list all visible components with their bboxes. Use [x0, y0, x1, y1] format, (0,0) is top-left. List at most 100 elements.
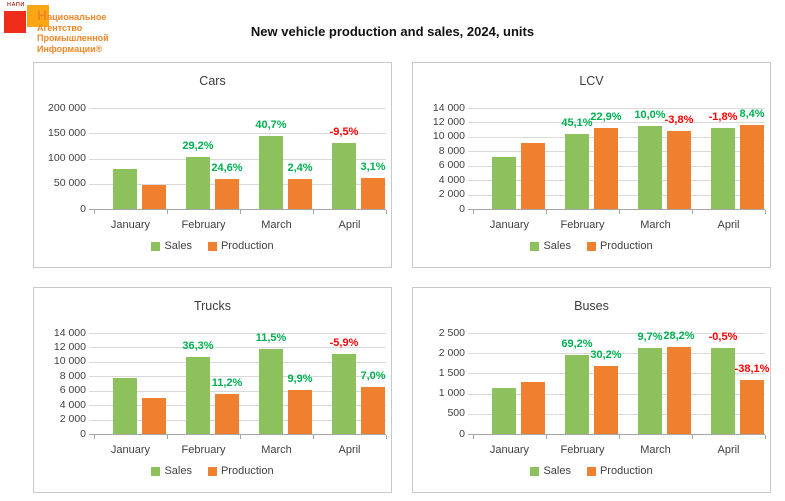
bar-production-january: [142, 398, 166, 434]
pct-label-production-february: 24,6%: [211, 162, 243, 174]
y-axis-label: 1 500: [438, 366, 465, 379]
y-axis-label: 12 000: [53, 340, 86, 353]
legend-label-production: Production: [220, 465, 274, 477]
logo-line-4: Информации®: [37, 43, 103, 54]
x-axis-line: [468, 209, 765, 210]
pct-label-production-february: 22,9%: [590, 111, 622, 123]
legend-item-production: Production: [207, 240, 274, 252]
pct-label-sales-february: 29,2%: [182, 140, 214, 152]
chart-panel-trucks: Trucks 0 2 000 4 000 6 000 8 000 10 000 12 000 1…: [33, 287, 392, 493]
category-label-april: April: [338, 219, 361, 231]
pct-label-sales-march: 9,7%: [637, 331, 663, 343]
bar-sales-february: [186, 157, 210, 209]
pct-label-production-march: 2,4%: [287, 162, 313, 174]
axis-tick: [473, 435, 474, 439]
bar-production-april: [361, 178, 385, 209]
axis-tick: [94, 435, 95, 439]
y-axis-label: 2 500: [438, 326, 465, 339]
chart-panel-lcv: LCV 0 2 000 4 000 6 000 8 000 10 000 12 000 14 0…: [412, 62, 771, 268]
bar-production-february: [215, 179, 239, 209]
bar-production-april: [361, 387, 385, 434]
x-axis-line: [468, 434, 765, 435]
pct-label-sales-february: 36,3%: [182, 340, 214, 352]
gridline: [89, 376, 386, 378]
bar-sales-january: [113, 378, 137, 434]
bar-sales-february: [565, 355, 589, 434]
y-axis-label: 12 000: [432, 115, 465, 128]
pct-label-sales-april: -0,5%: [708, 331, 738, 343]
gridline: [89, 361, 386, 363]
pct-label-sales-april: -5,9%: [329, 337, 359, 349]
bar-production-january: [142, 185, 166, 209]
legend-label-sales: Sales: [543, 465, 571, 477]
bar-sales-march: [259, 136, 283, 209]
y-axis-label: 14 000: [432, 101, 465, 114]
legend-swatch-production-icon: [586, 466, 596, 476]
x-axis-line: [89, 434, 386, 435]
y-axis-label: 10 000: [53, 355, 86, 368]
chart-title: LCV: [579, 74, 604, 88]
bar-sales-january: [492, 157, 516, 209]
logo-line-2: Агентство: [37, 22, 83, 33]
axis-tick: [546, 210, 547, 214]
y-axis-label: 500: [447, 407, 465, 420]
bar-production-april: [740, 380, 764, 434]
legend-label-sales: Sales: [164, 240, 192, 252]
y-axis-label: 6 000: [438, 159, 465, 172]
legend-swatch-sales-icon: [151, 466, 161, 476]
legend-label-sales: Sales: [543, 240, 571, 252]
legend-item-production: Production: [586, 240, 653, 252]
logo-acronym-text: НАПИ: [7, 2, 25, 8]
pct-label-production-april: -38,1%: [734, 363, 770, 375]
bar-sales-february: [186, 357, 210, 434]
chart-legend: Sales Production: [34, 240, 391, 252]
axis-tick: [386, 210, 387, 214]
y-axis-label: 150 000: [48, 126, 86, 139]
bar-sales-march: [638, 126, 662, 209]
pct-label-production-march: -3,8%: [664, 114, 694, 126]
axis-tick: [240, 210, 241, 214]
category-label-april: April: [717, 444, 740, 456]
axis-tick: [765, 435, 766, 439]
y-axis-label: 0: [80, 427, 86, 440]
bar-production-january: [521, 382, 545, 434]
gridline: [89, 108, 386, 109]
logo-agency-name: Национальное Агентство Промышленной Инфо…: [37, 7, 109, 54]
category-label-february: February: [181, 219, 226, 231]
legend-item-production: Production: [207, 465, 274, 477]
bar-sales-january: [492, 388, 516, 434]
axis-tick: [167, 435, 168, 439]
axis-tick: [313, 435, 314, 439]
legend-item-production: Production: [586, 465, 653, 477]
gridline: [89, 158, 386, 160]
y-axis-label: 4 000: [59, 398, 86, 411]
legend-label-production: Production: [599, 240, 653, 252]
category-label-april: April: [717, 219, 740, 231]
axis-tick: [313, 210, 314, 214]
axis-tick: [167, 210, 168, 214]
chart-legend: Sales Production: [413, 465, 770, 477]
chart-panel-cars: Cars 0 50 000 100 000 150 000 200 000 January 2…: [33, 62, 392, 268]
chart-title: Cars: [199, 74, 226, 88]
bar-production-february: [594, 128, 618, 209]
y-axis-label: 0: [459, 427, 465, 440]
bar-production-february: [215, 394, 239, 434]
y-axis-label: 10 000: [432, 130, 465, 143]
bar-sales-april: [711, 128, 735, 209]
pct-label-sales-february: 69,2%: [561, 338, 593, 350]
axis-tick: [619, 210, 620, 214]
gridline: [89, 390, 386, 392]
y-axis-label: 8 000: [59, 369, 86, 382]
gridline: [89, 333, 386, 334]
axis-tick: [692, 435, 693, 439]
pct-label-production-march: 9,9%: [287, 373, 313, 385]
y-axis-label: 2 000: [438, 188, 465, 201]
category-label-january: January: [489, 444, 530, 456]
pct-label-sales-april: -9,5%: [329, 126, 359, 138]
axis-tick: [692, 210, 693, 214]
legend-label-production: Production: [220, 240, 274, 252]
legend-item-sales: Sales: [151, 240, 192, 252]
pct-label-sales-april: -1,8%: [708, 111, 738, 123]
category-label-february: February: [560, 444, 605, 456]
y-axis-label: 2 000: [59, 413, 86, 426]
